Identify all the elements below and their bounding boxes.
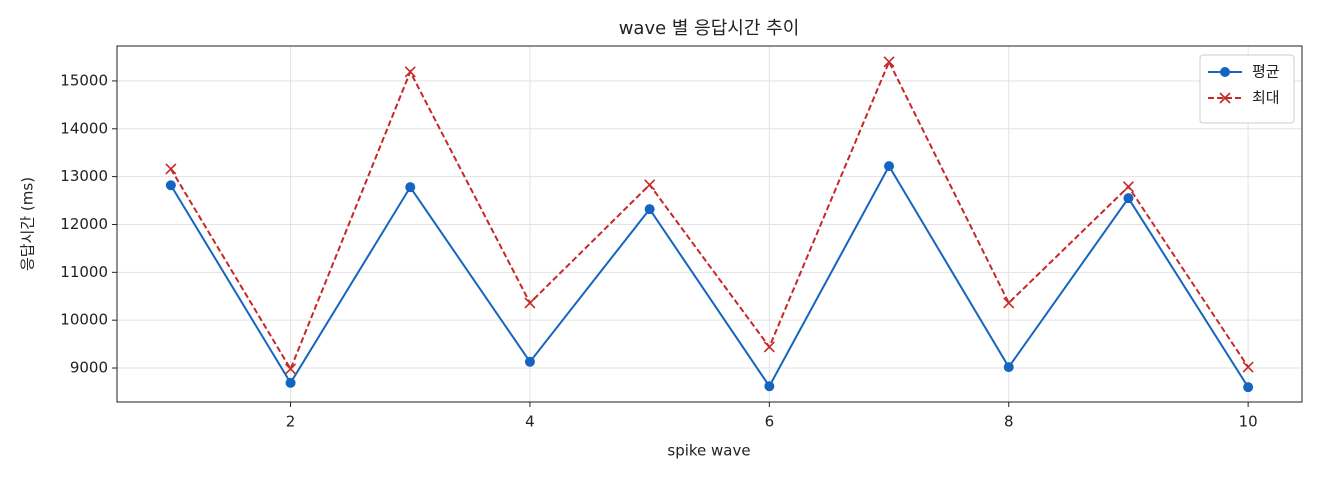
chart-title: wave 별 응답시간 추이 — [619, 18, 800, 39]
marker — [405, 182, 416, 193]
marker — [1219, 92, 1231, 104]
x-tick-label: 8 — [1004, 413, 1014, 431]
marker — [764, 381, 775, 392]
marker — [1123, 193, 1134, 204]
legend-box — [1199, 54, 1295, 124]
marker — [284, 363, 297, 375]
y-tick-label: 12000 — [60, 215, 108, 233]
y-tick-label: 13000 — [60, 167, 108, 185]
marker — [1003, 362, 1014, 373]
y-tick-label: 11000 — [60, 263, 108, 281]
marker — [524, 297, 536, 309]
marker — [644, 179, 656, 191]
marker — [165, 163, 177, 175]
marker — [524, 356, 535, 367]
y-tick-label: 10000 — [60, 311, 108, 329]
marker — [1122, 181, 1135, 193]
marker — [883, 56, 895, 68]
series-line — [170, 164, 1249, 389]
marker — [763, 341, 775, 353]
marker — [644, 204, 655, 215]
y-axis-label: 응답시간 (ms) — [19, 177, 37, 271]
x-tick-label: 2 — [286, 413, 296, 431]
y-tick-label: 14000 — [60, 119, 108, 137]
marker — [1242, 361, 1254, 373]
legend-label: 평균 — [1252, 63, 1280, 81]
marker — [884, 161, 895, 172]
series-line — [170, 59, 1249, 372]
legend-label: 최대 — [1252, 89, 1280, 107]
plot-frame — [116, 45, 1303, 403]
marker — [285, 377, 296, 388]
marker — [1220, 67, 1230, 77]
marker — [1003, 297, 1015, 309]
x-tick-label: 10 — [1239, 413, 1258, 431]
x-tick-label: 4 — [525, 413, 535, 431]
y-tick-label: 15000 — [60, 71, 108, 89]
marker — [1243, 382, 1254, 393]
y-tick-label: 9000 — [70, 359, 108, 377]
marker — [404, 66, 416, 78]
x-tick-label: 6 — [765, 413, 775, 431]
x-axis-label: spike wave — [667, 442, 750, 460]
marker — [165, 180, 176, 191]
